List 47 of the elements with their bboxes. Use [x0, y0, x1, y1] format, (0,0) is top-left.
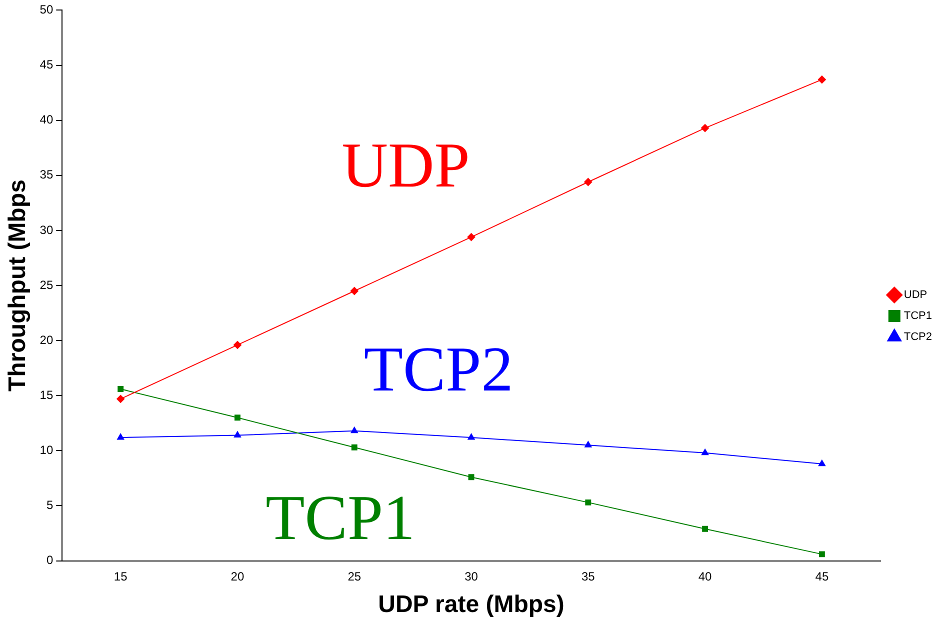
y-tick-label: 45 [40, 58, 54, 72]
text: UDP [342, 130, 470, 201]
x-tick-label: 45 [815, 569, 829, 584]
point [818, 460, 826, 466]
point [351, 444, 358, 450]
legend-label: TCP1 [904, 310, 932, 322]
x-tick-label: 40 [698, 569, 712, 584]
y-tick-label: 5 [46, 498, 54, 512]
y-tick-label: 10 [40, 442, 54, 457]
point [585, 499, 592, 506]
point [584, 178, 592, 186]
point [467, 233, 476, 242]
y-tick-label: 40 [40, 112, 54, 127]
point [117, 433, 124, 440]
point [233, 340, 242, 349]
x-tick-label: 35 [581, 569, 596, 584]
point [468, 474, 474, 480]
point [702, 526, 708, 532]
point [350, 426, 358, 434]
legend-label: UDP [904, 289, 928, 302]
point [701, 124, 710, 132]
x-tick-label: 15 [114, 569, 128, 584]
x-tick-label: 25 [348, 569, 362, 584]
y-axis-title: Throughput (Mbps [4, 180, 32, 392]
text: TCP1 [266, 482, 416, 554]
legend-label: TCP2 [904, 331, 932, 344]
y-tick-label: 50 [40, 2, 54, 17]
point [584, 441, 592, 448]
y-tick-label: 15 [40, 388, 54, 402]
point [350, 287, 358, 296]
text: TCP2 [364, 333, 514, 404]
x-axis-title: UDP rate (Mbps) [378, 591, 564, 618]
point [234, 414, 240, 421]
point [818, 76, 826, 84]
y-tick-label: 25 [40, 278, 54, 292]
y-tick-label: 30 [40, 222, 54, 237]
point [468, 433, 475, 440]
x-tick-label: 20 [230, 569, 244, 584]
point [702, 448, 709, 456]
point [234, 431, 242, 438]
x-tick-label: 30 [464, 569, 478, 584]
point [118, 386, 124, 392]
point [116, 394, 125, 403]
point [818, 551, 825, 558]
y-tick-label: 20 [40, 332, 54, 347]
y-tick-label: 0 [46, 553, 54, 568]
y-tick-label: 35 [40, 168, 54, 182]
